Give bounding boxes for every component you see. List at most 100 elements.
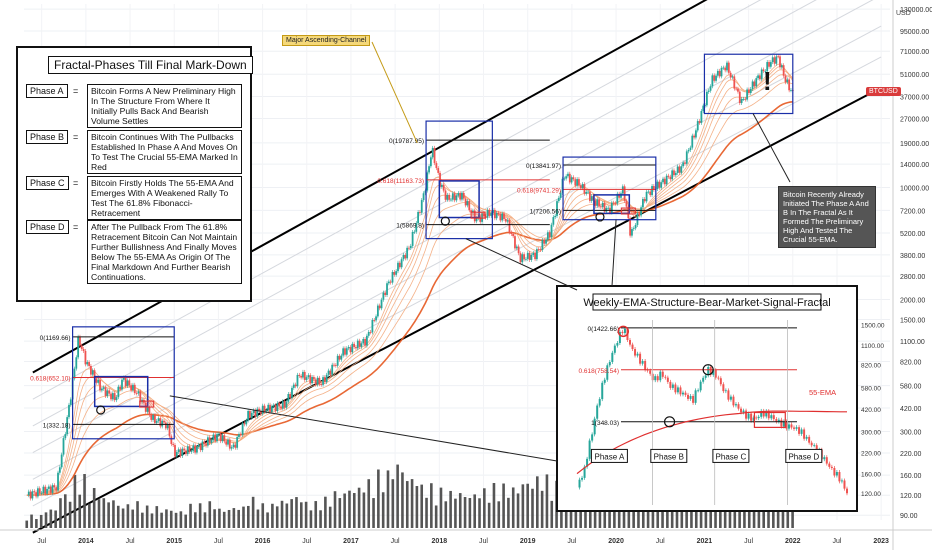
inset-candle-body (790, 424, 793, 428)
candle-body (247, 411, 250, 421)
candle-body (340, 355, 343, 360)
candle-body (329, 370, 332, 375)
candle-body (526, 252, 529, 259)
candle-body (305, 377, 308, 380)
volume-bar (198, 503, 202, 528)
candle-body (424, 190, 427, 194)
candle-body (495, 212, 498, 219)
inset-candle-body (697, 390, 700, 392)
candle-body (559, 192, 562, 198)
y-tick-label: 71000.00 (900, 49, 929, 56)
inset-candle-body (669, 381, 672, 388)
candle-body (110, 393, 112, 400)
candle-body (651, 186, 653, 196)
inset-phase-label: Phase A (594, 452, 624, 461)
candle-body (618, 193, 621, 198)
price-axis: 90.00 120.00 160.00 220.00 300.00 420.00 580.0… (892, 0, 932, 550)
candle-body (342, 348, 345, 356)
candle-body (349, 347, 352, 353)
ema-test-zone (620, 207, 636, 215)
candle-body (174, 445, 176, 457)
inset-candle-body (777, 419, 780, 422)
candle-body (700, 111, 703, 123)
x-tick-label: 2023 (873, 538, 889, 545)
inset-candle-body (611, 352, 614, 362)
candle-body (517, 246, 520, 254)
inset-candle-body (724, 390, 727, 392)
inset-ema-circle (663, 416, 676, 428)
inset-candle-body (707, 367, 710, 376)
y-tick-label: 27000.00 (900, 116, 929, 123)
candle-body (682, 162, 685, 167)
volume-bar (415, 486, 419, 528)
volume-bar (237, 509, 240, 528)
candle-body (108, 390, 111, 394)
candle-body (210, 439, 213, 443)
inset-title-box (592, 293, 822, 311)
inset-candle-body (656, 376, 659, 381)
candle-body (737, 88, 739, 92)
inset-candle-body (742, 410, 745, 413)
candle-body (336, 355, 339, 366)
volume-bar (343, 493, 346, 528)
phase-row-c: Phase C = Bitcoin Firstly Holds The 55-E… (26, 176, 242, 220)
volume-bar (247, 505, 250, 528)
annotation-arrow (752, 113, 791, 183)
candle-body (779, 56, 781, 68)
current-fractal-box (703, 53, 794, 115)
fractal-inner-box (93, 375, 149, 408)
candle-body (428, 166, 430, 173)
candle-body (758, 75, 761, 80)
candle-body (309, 375, 312, 384)
candle-body (632, 228, 635, 230)
inset-frame (556, 285, 858, 512)
candle-body (419, 211, 421, 213)
inset-candle-body (593, 418, 596, 435)
candle-body (579, 185, 582, 189)
volume-bar (39, 514, 43, 528)
candle-body (468, 201, 471, 211)
candle-body (662, 178, 664, 183)
candle-body (177, 449, 180, 453)
inset-candle-body (644, 360, 647, 370)
ema-line (26, 63, 794, 496)
candle-body (241, 423, 244, 435)
candle-body (680, 166, 683, 173)
volume-bar (405, 481, 409, 528)
inset-candle-body (787, 424, 790, 429)
candle-body (318, 377, 321, 385)
candle-body (590, 196, 593, 201)
candle-body (345, 348, 348, 355)
volume-bar (396, 464, 399, 528)
volume-bar (155, 506, 159, 528)
candle-body (254, 410, 257, 417)
candle-body (777, 56, 780, 58)
candle-body (413, 231, 416, 233)
volume-bar (478, 498, 481, 528)
volume-bar (444, 501, 448, 528)
inset-candle-body (729, 396, 732, 400)
volume-bar (531, 488, 534, 528)
candle-body (44, 486, 47, 494)
candle-body (658, 181, 661, 188)
annotation-arrow (371, 41, 418, 144)
candle-body (106, 390, 109, 396)
candle-body (420, 200, 423, 213)
inset-y-tick: 300.00 (861, 430, 881, 437)
inset-candle-body (676, 387, 679, 393)
phase-c-tag: Phase C (26, 176, 69, 190)
candle-body (482, 213, 485, 217)
inset-breakdown-box (753, 411, 786, 428)
volume-bar (136, 501, 139, 528)
candle-body (181, 448, 184, 457)
annotation-arrows (169, 41, 791, 462)
volume-bar (63, 494, 67, 528)
candle-body (530, 254, 533, 260)
volume-bar (352, 493, 356, 528)
inset-y-tick: 160.00 (861, 472, 881, 479)
candle-body (669, 176, 672, 180)
candle-body (610, 202, 613, 213)
volume-bar (59, 498, 62, 528)
candle-body (208, 437, 211, 443)
